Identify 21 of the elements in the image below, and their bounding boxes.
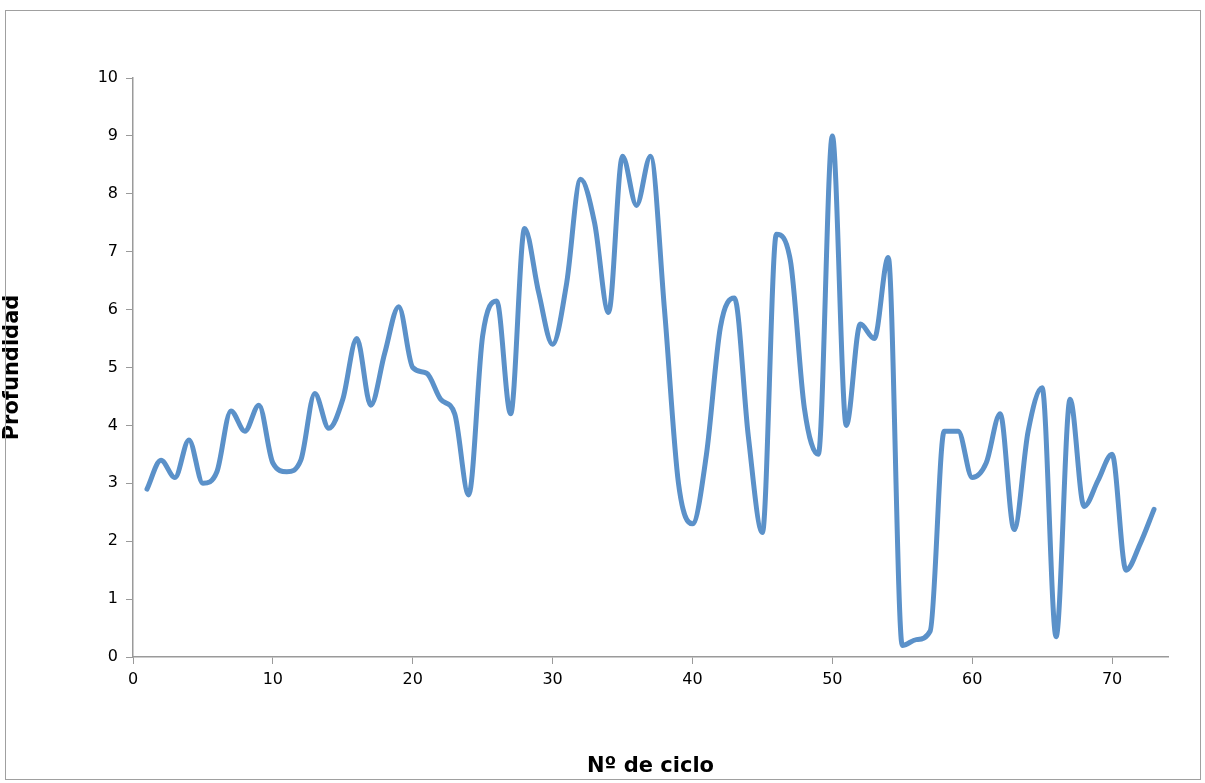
x-axis-title: Nº de ciclo <box>586 752 715 777</box>
x-tick-label: 10 <box>262 668 284 688</box>
y-tick-label: 8 <box>107 182 118 202</box>
x-tick-label: 70 <box>1101 668 1123 688</box>
y-tick-label: 3 <box>107 472 118 492</box>
x-tick-label: 50 <box>822 668 843 688</box>
x-tick-label: 40 <box>682 668 703 688</box>
x-tick-label: 60 <box>962 668 983 688</box>
y-tick-label: 2 <box>107 530 118 550</box>
y-tick-label: 7 <box>107 240 118 260</box>
y-tick-label: 5 <box>107 356 118 376</box>
y-tick-label: 4 <box>107 414 118 434</box>
y-tick-label: 0 <box>107 646 118 666</box>
x-tick-label: 0 <box>127 668 139 688</box>
x-tick-label: 20 <box>402 668 423 688</box>
y-tick-label: 6 <box>107 298 118 318</box>
x-tick-label: 30 <box>542 668 563 688</box>
y-tick-label: 1 <box>107 588 118 608</box>
y-tick-label: 9 <box>107 125 118 145</box>
y-axis-title: Profundidad <box>0 294 24 441</box>
y-tick-label: 10 <box>97 67 118 87</box>
